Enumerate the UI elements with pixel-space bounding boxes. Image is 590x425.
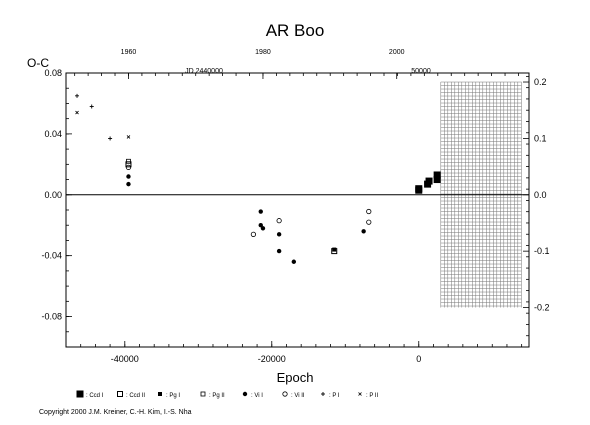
x-top-tick-label: 1980 [255, 49, 271, 56]
legend-label-series-6: : Vi II [291, 393, 305, 399]
legend-marker-series-4 [200, 391, 206, 397]
legend-label-series-8: : P II [366, 393, 379, 399]
y-left-tick-label: 0.00 [44, 190, 62, 200]
data-point-series-8 [126, 135, 131, 139]
data-point-series-1 [433, 176, 441, 184]
data-point-series-6 [366, 208, 372, 215]
data-point-series-8-b [75, 110, 79, 115]
data-point-series-5 [126, 174, 131, 179]
data-point-series-6 [125, 164, 132, 170]
legend-marker-series-7 [321, 392, 325, 396]
data-point-series-5 [361, 229, 366, 234]
x-bottom-tick-label: -40000 [111, 354, 139, 364]
data-point-series-8 [75, 110, 79, 115]
x-bottom-tick-label: 0 [416, 354, 421, 364]
y-right-tick-label: 0.2 [534, 77, 547, 87]
data-point-series-2 [125, 161, 132, 168]
legend-marker-series-8-b [358, 392, 362, 396]
data-point-series-4 [126, 158, 131, 164]
legend-label-series-2: : Ccd II [126, 393, 145, 399]
y-right-tick-label: 0.0 [534, 190, 547, 200]
data-point-series-7 [108, 136, 113, 141]
data-point-series-1 [425, 177, 433, 185]
top-axis-jd-label: JD 2440000 [185, 68, 223, 75]
legend-label-series-4: : Pg II [209, 393, 225, 399]
legend-label-series-3: : Pg I [166, 393, 180, 399]
x-top-tick-label: 1960 [121, 49, 137, 56]
data-point-series-3 [332, 247, 337, 252]
legend-marker-series-8 [358, 392, 362, 396]
top-axis-50000-label: 50000 [411, 68, 431, 75]
data-point-series-5 [291, 259, 297, 264]
plot-area: -0.08 -0.04 0.00 0.04 0.08 -0.2 -0.1 0.0 0.1 0.2 -… [41, 49, 549, 399]
data-point-series-5 [276, 232, 282, 237]
chart-title: AR Boo [266, 21, 325, 40]
legend-label-series-7: : P I [329, 393, 340, 399]
data-point-series-1 [433, 171, 441, 179]
y-right-tick-label: -0.2 [534, 303, 550, 313]
data-point-series-7 [89, 104, 94, 109]
x-axis-label: Epoch [277, 370, 314, 385]
data-point-series-5 [126, 181, 131, 187]
legend-marker-series-2 [117, 391, 123, 397]
y-axis-label: O-C [27, 56, 49, 70]
data-point-series-7 [75, 93, 80, 98]
copyright-text: Copyright 2000 J.M. Kreiner, C.-H. Kim, … [39, 409, 192, 416]
data-point-series-1 [415, 186, 423, 194]
data-point-series-5 [260, 226, 266, 231]
y-right-tick-label: -0.1 [534, 246, 550, 256]
data-point-series-5 [276, 248, 282, 254]
legend-marker-series-1 [76, 390, 84, 398]
legend-marker-series-5 [242, 391, 248, 397]
data-point-series-8-b [126, 135, 131, 139]
data-point-series-5 [258, 209, 263, 214]
legend-marker-series-6 [282, 391, 288, 397]
data-point-series-6 [276, 218, 282, 224]
legend-label-series-1: : Ccd I [86, 393, 104, 399]
y-left-tick-label: 0.04 [44, 129, 62, 139]
y-right-tick-label: 0.1 [534, 133, 547, 143]
legend-label-series-5: : Vi I [251, 393, 263, 399]
x-top-tick-label: 2000 [389, 49, 405, 56]
y-left-tick-label: -0.04 [41, 251, 62, 261]
y-left-tick-label: 0.08 [44, 68, 62, 78]
y-left-tick-label: -0.08 [41, 312, 62, 322]
x-bottom-tick-label: -20000 [258, 354, 286, 364]
data-point-series-6 [366, 219, 372, 225]
data-point-series-5 [258, 223, 263, 228]
data-point-series-6 [250, 231, 257, 237]
legend-marker-series-3 [158, 392, 162, 396]
